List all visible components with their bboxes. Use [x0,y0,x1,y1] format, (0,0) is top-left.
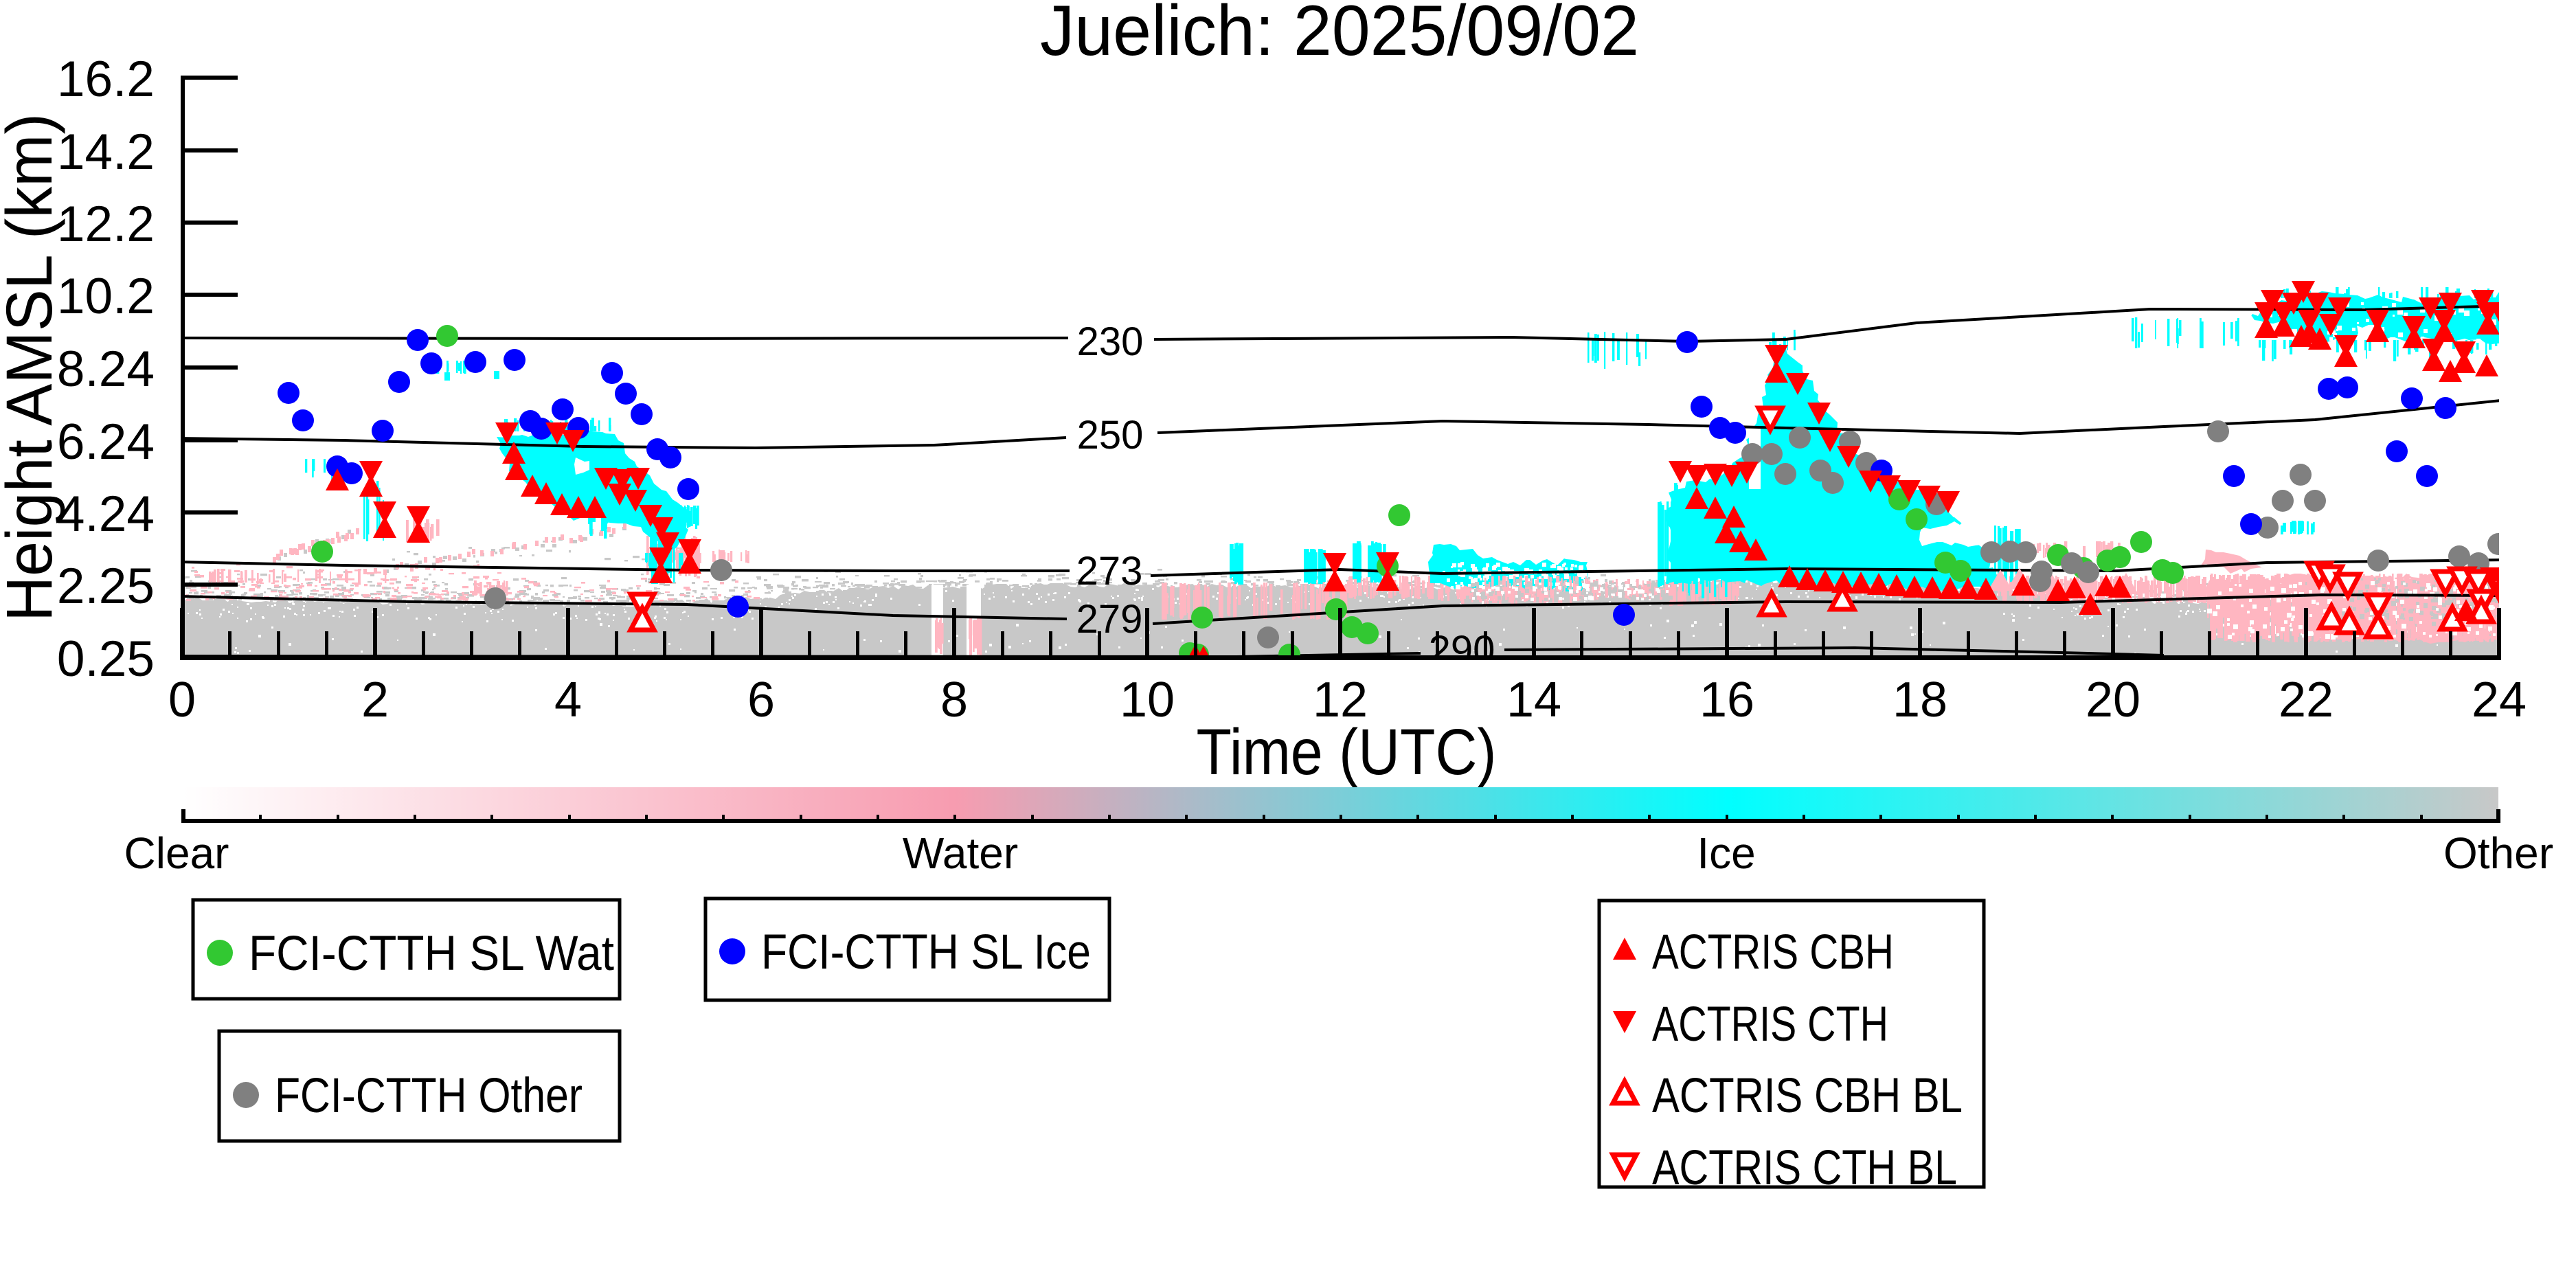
svg-text:22: 22 [2279,673,2334,727]
svg-text:273: 273 [1076,549,1143,594]
svg-text:6.24: 6.24 [57,414,155,470]
svg-text:ACTRIS CTH: ACTRIS CTH [1652,997,1888,1052]
svg-text:4.24: 4.24 [57,486,155,542]
svg-text:24: 24 [2472,673,2527,727]
svg-text:6: 6 [747,673,775,727]
svg-text:10.2: 10.2 [57,269,155,324]
svg-text:14.2: 14.2 [57,124,155,180]
svg-text:ACTRIS CTH BL: ACTRIS CTH BL [1652,1141,1957,1195]
svg-text:10: 10 [1120,673,1175,727]
svg-text:16: 16 [1699,673,1754,727]
svg-text:12.2: 12.2 [57,196,155,252]
svg-text:0: 0 [168,673,196,727]
svg-text:Water: Water [903,828,1018,878]
svg-text:ACTRIS CBH BL: ACTRIS CBH BL [1652,1069,1963,1123]
svg-text:0.25: 0.25 [57,631,155,687]
svg-text:Ice: Ice [1697,828,1755,878]
svg-text:8: 8 [940,673,968,727]
svg-text:250: 250 [1077,413,1144,457]
svg-text:4: 4 [554,673,582,727]
svg-text:18: 18 [1893,673,1947,727]
svg-text:8.24: 8.24 [57,341,155,397]
svg-text:14: 14 [1506,673,1561,727]
svg-text:FCI-CTTH SL Ice: FCI-CTTH SL Ice [761,925,1091,980]
svg-text:12: 12 [1313,673,1368,727]
svg-text:FCI-CTTH SL Wat: FCI-CTTH SL Wat [249,927,614,981]
svg-text:2: 2 [361,673,389,727]
svg-text:Other: Other [2443,828,2553,878]
svg-text:16.2: 16.2 [57,52,155,107]
svg-text:FCI-CTTH Other: FCI-CTTH Other [275,1069,583,1123]
svg-text:2.25: 2.25 [57,558,155,614]
svg-text:ACTRIS CBH: ACTRIS CBH [1652,925,1894,980]
svg-text:20: 20 [2086,673,2140,727]
svg-text:Clear: Clear [124,828,229,878]
svg-text:230: 230 [1077,319,1144,364]
svg-text:279: 279 [1076,597,1143,642]
svg-text:Height AMSL (km): Height AMSL (km) [0,113,66,622]
svg-text:Time (UTC): Time (UTC) [1197,716,1497,789]
svg-text:Juelich: 2025/09/02: Juelich: 2025/09/02 [1040,0,1639,71]
